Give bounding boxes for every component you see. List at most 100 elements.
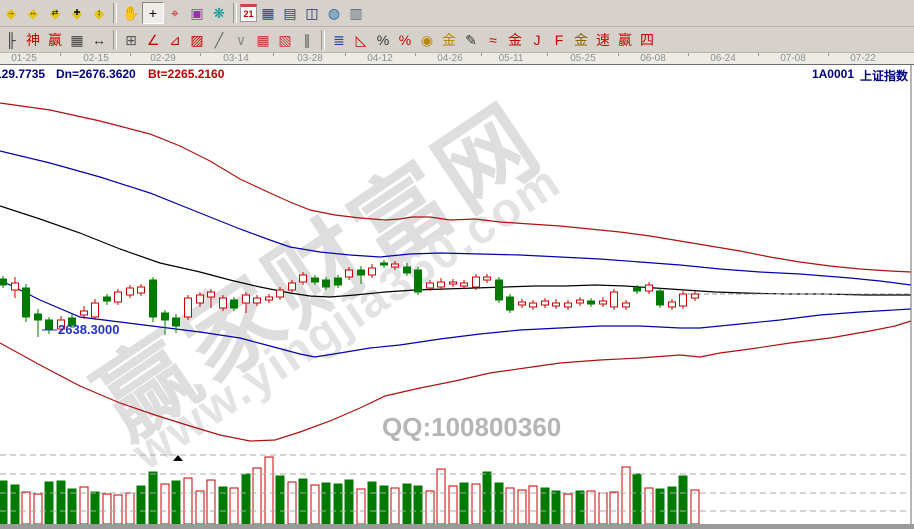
gann-box-fan-icon[interactable]: ⊿ bbox=[169, 31, 181, 48]
toolbar-separator bbox=[321, 29, 325, 50]
brain-tool-icon[interactable]: ❋ bbox=[213, 5, 225, 21]
candle-down bbox=[656, 290, 664, 306]
candle-down bbox=[403, 266, 411, 274]
percent-lines-icon[interactable]: % bbox=[398, 31, 412, 48]
gold-angle-icon[interactable]: 金 bbox=[574, 31, 588, 48]
nav-diamond-compress-icon[interactable]: ◆ ⇄ bbox=[49, 5, 61, 21]
date-tick bbox=[60, 52, 61, 56]
hand-tool-icon[interactable]: ✋ bbox=[122, 5, 140, 21]
candle-up bbox=[391, 263, 399, 268]
wave-tool-icon[interactable]: ≈ bbox=[489, 31, 497, 48]
volume-bar-up bbox=[609, 491, 619, 525]
percent-triangle-icon[interactable]: ◺ bbox=[355, 31, 367, 48]
percent-icon[interactable]: % bbox=[376, 31, 390, 48]
candle-down bbox=[334, 277, 342, 286]
volume-bar-up bbox=[621, 466, 631, 525]
status-code: 1A0001 bbox=[811, 67, 854, 81]
volume-bar-down bbox=[241, 473, 251, 525]
status-line: 129.7735 Dn=2676.3620 Bt=2265.2160 1A000… bbox=[0, 64, 914, 83]
printer-icon[interactable]: ▥ bbox=[349, 5, 363, 21]
volume-bar-up bbox=[113, 494, 123, 525]
speed-lines-icon[interactable]: 速 bbox=[596, 31, 610, 48]
notepad-icon[interactable]: ▤ bbox=[283, 5, 297, 21]
globe-export-icon[interactable]: ◍ bbox=[327, 5, 341, 21]
volume-bar-up bbox=[33, 493, 43, 525]
gold-box-icon[interactable]: 金 bbox=[508, 31, 522, 48]
calendar-icon[interactable]: 21 bbox=[240, 4, 257, 22]
bar-spacing-icon[interactable]: ↔ bbox=[92, 31, 106, 48]
shen-tool-icon[interactable]: 神 bbox=[26, 31, 40, 48]
status-dn-value: Dn=2676.3620 bbox=[56, 67, 136, 81]
candle-up bbox=[196, 294, 204, 304]
gold-circle-icon[interactable]: ◉ bbox=[420, 31, 434, 48]
nav-diamond-vertical-icon[interactable]: ◆ ↕ bbox=[93, 5, 105, 21]
nav-diamond-right-icon[interactable]: ◆ → bbox=[5, 5, 17, 21]
ying-tool-icon[interactable]: 赢 bbox=[48, 31, 62, 48]
candle-up bbox=[679, 293, 687, 307]
date-label: 07-08 bbox=[780, 53, 806, 64]
nav-diamond-vertical-icon-overlay: ↕ bbox=[97, 7, 101, 17]
crosshair-tool-icon[interactable]: + bbox=[142, 2, 164, 24]
status-left-value: 129.7735 bbox=[0, 67, 46, 81]
candle-up bbox=[299, 274, 307, 283]
candle-up bbox=[276, 289, 284, 298]
date-label: 02-15 bbox=[83, 53, 109, 64]
candle-down bbox=[22, 287, 30, 318]
nav-diamond-expand-icon-overlay: ✚ bbox=[73, 7, 81, 17]
date-label: 06-08 bbox=[640, 53, 666, 64]
volume-bar-up bbox=[528, 485, 538, 525]
j-angle-icon[interactable]: J bbox=[533, 31, 541, 48]
si-angle-icon[interactable]: 四 bbox=[640, 31, 654, 48]
candle-up bbox=[541, 300, 549, 306]
stamp-tool-icon[interactable]: ▣ bbox=[190, 5, 204, 21]
candle-up bbox=[242, 294, 250, 304]
red-grid-arrow-icon[interactable]: ▧ bbox=[278, 31, 292, 48]
gold-lines-icon[interactable]: 金 bbox=[442, 31, 456, 48]
nav-diamond-horizontal-icon-overlay: ↔ bbox=[29, 7, 37, 17]
volume-bar-up bbox=[206, 479, 216, 525]
toolbar-separator bbox=[113, 3, 117, 23]
nav-diamond-horizontal-icon[interactable]: ◆ ↔ bbox=[27, 5, 39, 21]
volume-bar-up bbox=[102, 493, 112, 525]
date-tick bbox=[199, 52, 201, 56]
date-label: 02-29 bbox=[150, 53, 176, 64]
volume-bar-up bbox=[21, 491, 31, 525]
volume-bar-up bbox=[586, 490, 596, 525]
volume-bar-down bbox=[321, 482, 331, 525]
axes-frame-icon[interactable]: ⊞ bbox=[125, 31, 137, 48]
candle-down bbox=[414, 269, 422, 293]
nav-diamond-compress-icon-overlay: ⇄ bbox=[51, 7, 59, 17]
calculator-icon[interactable]: ▦ bbox=[261, 5, 275, 21]
zigzag-icon[interactable]: ∨ bbox=[235, 31, 247, 48]
candle-up bbox=[518, 301, 526, 306]
candle-up bbox=[483, 276, 491, 281]
f-angle-icon[interactable]: F bbox=[554, 31, 564, 48]
nav-diamond-expand-icon[interactable]: ◆ ✚ bbox=[71, 5, 83, 21]
volume-bar-down bbox=[551, 490, 561, 525]
brush-icon[interactable]: ✎ bbox=[465, 31, 477, 48]
trend-lines-icon[interactable]: ╱ bbox=[214, 31, 224, 48]
save-icon[interactable]: ◫ bbox=[305, 5, 319, 21]
volume-bar-up bbox=[690, 489, 700, 525]
candle-up bbox=[288, 282, 296, 291]
candle-up bbox=[265, 296, 273, 301]
zoom-pointer-icon[interactable]: ⌖ bbox=[171, 5, 179, 21]
gann-grid-box-icon[interactable]: ▨ bbox=[190, 31, 204, 48]
volume-ladder-icon[interactable]: ≣ bbox=[333, 31, 345, 48]
gann-fan-icon[interactable]: ∠ bbox=[146, 31, 160, 48]
grid-style-icon[interactable]: ▦ bbox=[70, 31, 84, 48]
parallel-lines-icon[interactable]: ∥ bbox=[303, 31, 311, 48]
volume-bar-down bbox=[0, 480, 8, 525]
red-grid-icon[interactable]: ▦ bbox=[256, 31, 270, 48]
candle-up bbox=[622, 302, 630, 308]
candle-up bbox=[668, 301, 676, 308]
kline-style-icon[interactable]: ╟ bbox=[6, 31, 16, 48]
toolbar-row-1: ◆ → ◆ ↔ ◆ ⇄ ◆ ✚ ◆ ↕ ✋ + ⌖ ▣ ❋ 21 ▦ ▤ ◫ ◍ ▥ bbox=[0, 0, 914, 27]
candle-up bbox=[449, 281, 457, 285]
candle-down bbox=[68, 317, 76, 326]
ying-box-angle-icon[interactable]: 赢 bbox=[618, 31, 632, 48]
volume-bar-up bbox=[563, 493, 573, 525]
volume-bar-down bbox=[632, 473, 642, 525]
bottom-strip bbox=[0, 524, 914, 529]
